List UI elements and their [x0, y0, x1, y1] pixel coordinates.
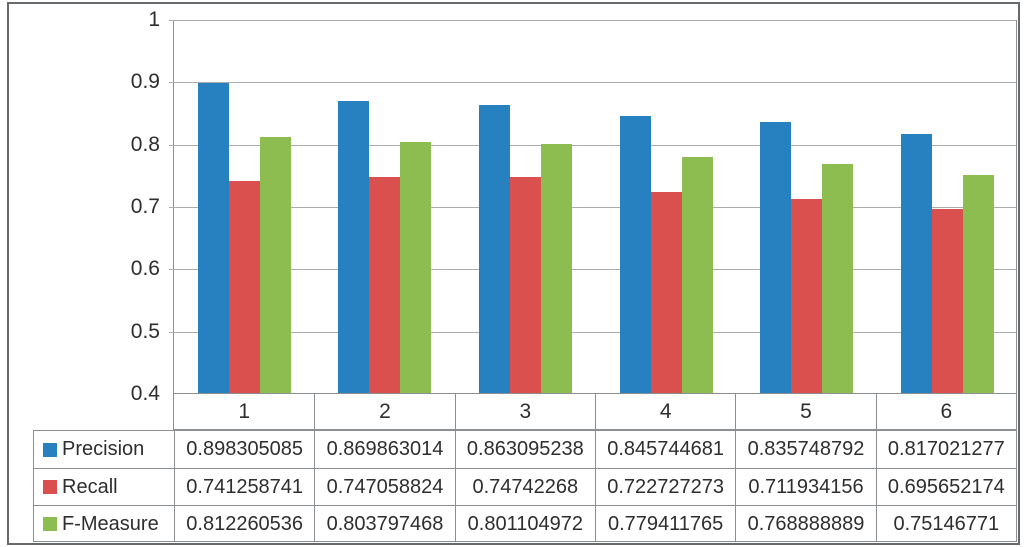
table-value-precision-4: 0.845744681 [594, 431, 735, 468]
gridline [169, 207, 1016, 208]
y-axis-tick-label: 0.8 [130, 133, 160, 156]
gridline [169, 20, 1016, 21]
bar-recall-5 [791, 199, 823, 393]
bar-precision-2 [338, 100, 370, 393]
bar-precision-5 [760, 122, 792, 393]
table-value-f-measure-2: 0.803797468 [314, 505, 455, 542]
legend-label: F-Measure [62, 512, 159, 535]
table-value-f-measure-5: 0.768888889 [735, 505, 876, 542]
bar-f-measure-1 [259, 136, 291, 393]
legend-cell-f-measure: F-Measure [34, 505, 174, 542]
gridline [169, 269, 1016, 270]
table-value-recall-2: 0.747058824 [314, 468, 455, 505]
y-axis-tick-label: 0.6 [130, 257, 160, 280]
category-label-6: 6 [875, 394, 1016, 429]
bar-f-measure-6 [963, 174, 995, 393]
legend-cell-precision: Precision [34, 431, 174, 468]
table-value-f-measure-3: 0.801104972 [454, 505, 595, 542]
bar-group-1 [174, 20, 315, 393]
table-value-recall-1: 0.741258741 [174, 468, 315, 505]
bar-recall-1 [228, 180, 260, 393]
bar-group-3 [455, 20, 596, 393]
y-axis-tick-label: 0.4 [130, 382, 160, 405]
table-value-f-measure-1: 0.812260536 [174, 505, 315, 542]
bar-f-measure-2 [400, 141, 432, 393]
table-value-recall-5: 0.711934156 [735, 468, 876, 505]
category-label-3: 3 [454, 394, 595, 429]
y-axis-tick-label: 1 [148, 8, 160, 31]
bar-group-2 [315, 20, 456, 393]
bar-precision-4 [619, 115, 651, 393]
bar-precision-6 [901, 133, 933, 393]
bar-f-measure-5 [822, 163, 854, 393]
table-value-precision-5: 0.835748792 [735, 431, 875, 468]
y-axis-tick-label: 0.5 [130, 320, 160, 343]
table-value-recall-4: 0.722727273 [594, 468, 736, 505]
category-label-5: 5 [735, 394, 875, 429]
bar-recall-6 [932, 209, 964, 393]
table-value-f-measure-4: 0.779411765 [594, 505, 736, 542]
bar-group-5 [737, 20, 878, 393]
bar-precision-1 [197, 83, 229, 393]
table-value-precision-3: 0.863095238 [454, 431, 595, 468]
table-value-precision-1: 0.898305085 [174, 431, 314, 468]
bar-f-measure-4 [681, 157, 713, 393]
bar-group-6 [877, 20, 1018, 393]
legend-label: Precision [62, 438, 145, 460]
gridline [169, 145, 1016, 146]
legend-swatch-icon [43, 517, 57, 531]
legend-cell-recall: Recall [34, 468, 174, 505]
category-label-2: 2 [314, 394, 454, 429]
gridline [169, 332, 1016, 333]
y-axis-tick-label: 0.9 [130, 70, 160, 93]
table-value-precision-6: 0.817021277 [875, 431, 1016, 468]
table-value-recall-3: 0.74742268 [454, 468, 595, 505]
category-label-1: 1 [238, 399, 250, 423]
gridline [169, 82, 1016, 83]
category-label-4: 4 [594, 394, 735, 429]
bar-recall-4 [650, 192, 682, 393]
bar-precision-3 [479, 105, 511, 393]
table-value-recall-6: 0.695652174 [875, 468, 1016, 505]
plot-area [169, 20, 1018, 394]
bar-recall-2 [369, 177, 401, 393]
table-value-precision-2: 0.869863014 [314, 431, 454, 468]
legend-swatch-icon [43, 480, 57, 494]
table-value-f-measure-6: 0.75146771 [875, 505, 1016, 542]
y-axis-tick-label: 0.7 [130, 195, 160, 218]
data-table: Precision 0.898305085 0.869863014 0.8630952… [33, 430, 1017, 542]
bar-f-measure-3 [541, 143, 573, 393]
y-axis: 1 0.9 0.8 0.7 0.6 0.5 0.4 [0, 0, 160, 405]
legend-label: Recall [62, 475, 118, 498]
legend-swatch-icon [43, 442, 57, 457]
bar-group-4 [596, 20, 737, 393]
bar-recall-3 [510, 177, 542, 393]
